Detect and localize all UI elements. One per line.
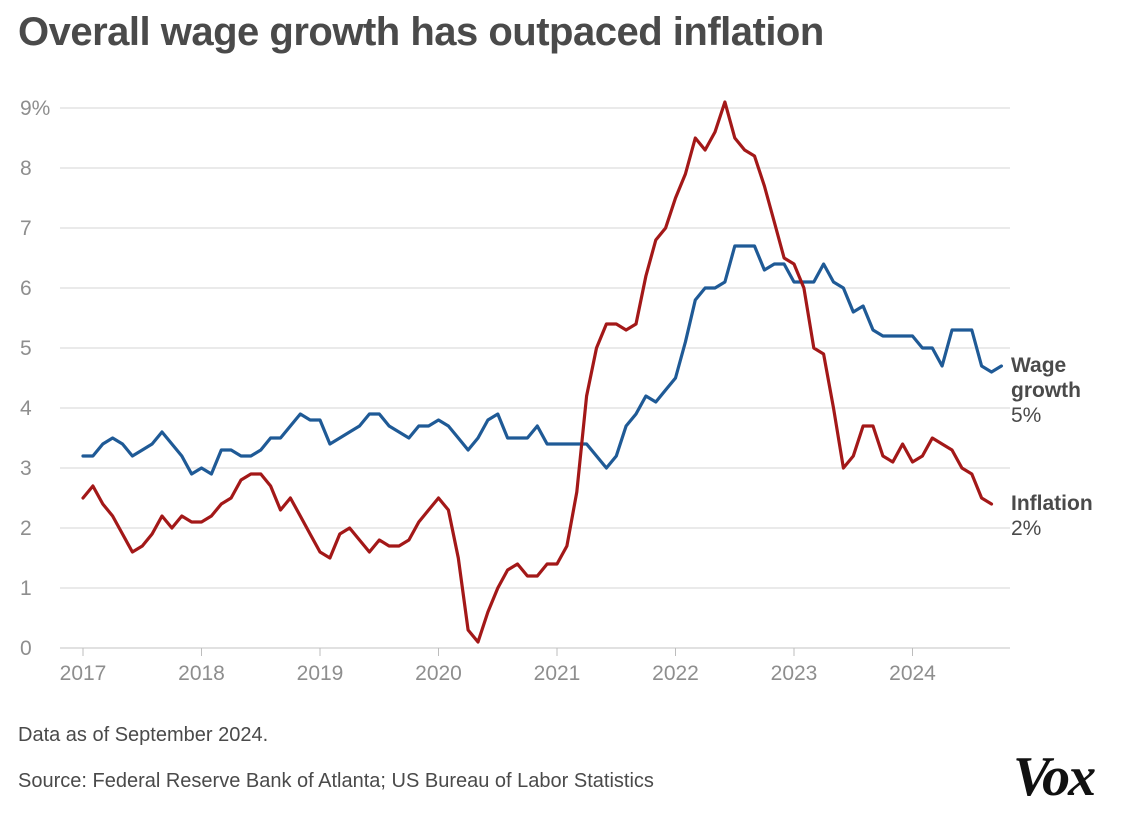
series-label-value: 5%	[1011, 404, 1041, 427]
source-note: Source: Federal Reserve Bank of Atlanta;…	[18, 770, 654, 792]
x-tick-label: 2023	[771, 662, 818, 685]
y-tick-label: 4	[20, 397, 32, 420]
x-tick-label: 2024	[889, 662, 936, 685]
x-tick-label: 2019	[297, 662, 344, 685]
gridlines	[60, 107, 1010, 649]
data-note: Data as of September 2024.	[18, 724, 269, 746]
chart-title: Overall wage growth has outpaced inflati…	[18, 10, 824, 54]
x-tick-label: 2022	[652, 662, 699, 685]
series-label-name: Inflation	[1011, 492, 1093, 515]
y-tick-label: 0	[20, 637, 32, 660]
x-tick-label: 2021	[534, 662, 581, 685]
series-label-name: growth	[1011, 379, 1081, 402]
y-tick-label: 2	[20, 517, 32, 540]
y-tick-label: 9%	[20, 97, 50, 120]
x-axis-ticks: 2017 2018 2019 2020 2021 2022 2023 2024	[60, 648, 936, 685]
x-tick-label: 2017	[60, 662, 107, 685]
x-tick-label: 2020	[415, 662, 462, 685]
y-axis-ticks: 0 1 2 3 4 5 6 7 8 9%	[20, 97, 50, 660]
x-tick-label: 2018	[178, 662, 225, 685]
series-line-wage-growth	[81, 244, 1004, 476]
vox-logo: Vox	[1013, 746, 1096, 808]
series-line-inflation	[81, 100, 994, 644]
series-label-name: Wage	[1011, 354, 1066, 377]
y-tick-label: 5	[20, 337, 32, 360]
y-tick-label: 8	[20, 157, 32, 180]
y-tick-label: 3	[20, 457, 32, 480]
series-label-value: 2%	[1011, 517, 1041, 540]
series-lines	[81, 100, 1004, 644]
y-tick-label: 6	[20, 277, 32, 300]
y-tick-label: 7	[20, 217, 32, 240]
y-tick-label: 1	[20, 577, 32, 600]
